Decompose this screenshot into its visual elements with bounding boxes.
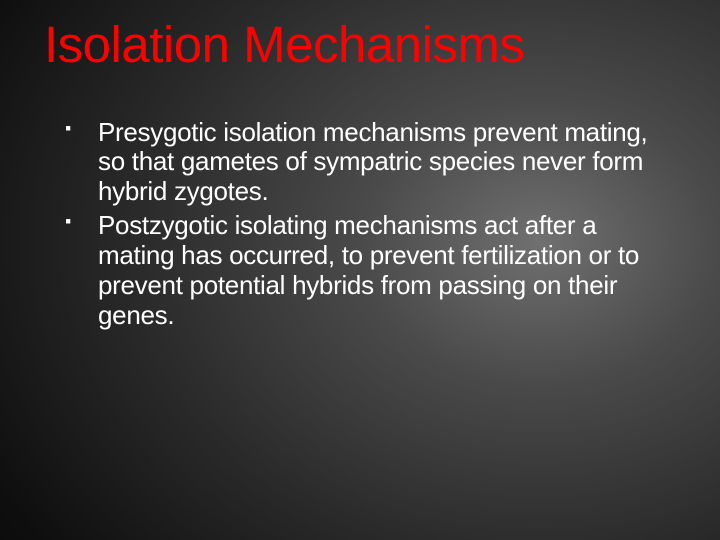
bullet-item: Presygotic isolation mechanisms prevent … xyxy=(64,118,676,208)
slide-title: Isolation Mechanisms xyxy=(44,18,676,72)
slide: Isolation Mechanisms Presygotic isolatio… xyxy=(0,0,720,540)
bullet-list: Presygotic isolation mechanisms prevent … xyxy=(44,118,676,331)
bullet-item: Postzygotic isolating mechanisms act aft… xyxy=(64,211,676,331)
